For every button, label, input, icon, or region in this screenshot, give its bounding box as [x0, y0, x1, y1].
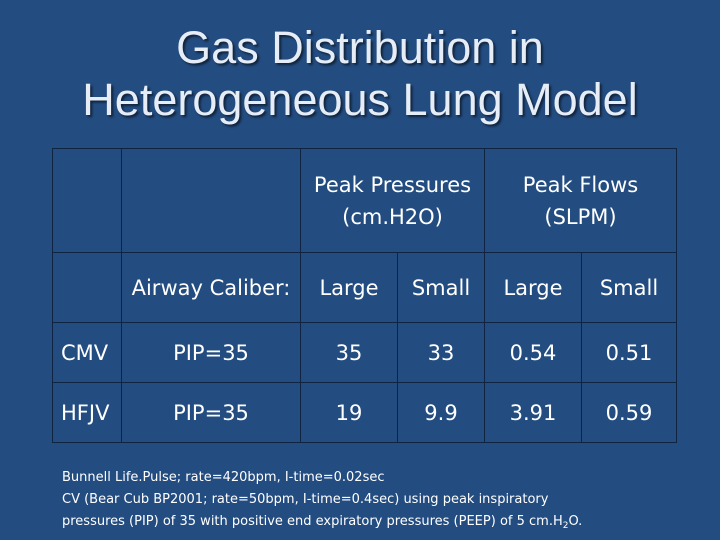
- results-table: Peak Pressures (cm.H2O) Peak Flows (SLPM…: [52, 148, 677, 443]
- empty-corner-cell: [52, 148, 122, 253]
- cmv-flow-large: 0.54: [484, 322, 582, 383]
- title-line-1: Gas Distribution in: [176, 22, 544, 73]
- row-pip-cmv: PIP=35: [121, 322, 301, 383]
- peak-flows-header: Peak Flows (SLPM): [484, 148, 677, 253]
- airway-caliber-label: Airway Caliber:: [121, 252, 301, 323]
- hfjv-flow-small: 0.59: [581, 382, 677, 443]
- slide-title: Gas Distribution in Heterogeneous Lung M…: [0, 22, 720, 126]
- table-row: HFJV PIP=35 19 9.9 3.91 0.59: [52, 382, 677, 443]
- title-line-2: Heterogeneous Lung Model: [82, 74, 638, 125]
- footnote-line-1: Bunnell Life.Pulse; rate=420bpm, I-time=…: [62, 470, 385, 485]
- row-mode-hfjv: HFJV: [52, 382, 122, 443]
- empty-caliber-cell: [52, 252, 122, 323]
- hfjv-flow-large: 3.91: [484, 382, 582, 443]
- footnote-line-3-end: O.: [568, 514, 583, 529]
- hfjv-pressure-large: 19: [300, 382, 398, 443]
- peak-flows-unit: (SLPM): [544, 204, 617, 229]
- subheader-pressure-large: Large: [300, 252, 398, 323]
- table-row: CMV PIP=35 35 33 0.54 0.51: [52, 322, 677, 383]
- row-mode-cmv: CMV: [52, 322, 122, 383]
- subheader-flow-large: Large: [484, 252, 582, 323]
- peak-pressures-label: Peak Pressures: [313, 172, 472, 197]
- cmv-pressure-small: 33: [397, 322, 485, 383]
- peak-pressures-unit: (cm.H2O): [342, 204, 443, 229]
- peak-flows-label: Peak Flows: [522, 172, 639, 197]
- footnote-line-3: pressures (PIP) of 35 with positive end …: [62, 514, 563, 529]
- subheader-pressure-small: Small: [397, 252, 485, 323]
- empty-header-cell: [121, 148, 301, 253]
- peak-pressures-header: Peak Pressures (cm.H2O): [300, 148, 485, 253]
- airway-caliber-row: Airway Caliber: Large Small Large Small: [52, 252, 677, 323]
- row-pip-hfjv: PIP=35: [121, 382, 301, 443]
- table-header-row: Peak Pressures (cm.H2O) Peak Flows (SLPM…: [52, 148, 677, 253]
- hfjv-pressure-small: 9.9: [397, 382, 485, 443]
- cmv-pressure-large: 35: [300, 322, 398, 383]
- footnote-subscript: 2: [562, 521, 569, 531]
- subheader-flow-small: Small: [581, 252, 677, 323]
- footnote: Bunnell Life.Pulse; rate=420bpm, I-time=…: [62, 467, 702, 537]
- footnote-line-2: CV (Bear Cub BP2001; rate=50bpm, I-time=…: [62, 492, 549, 507]
- cmv-flow-small: 0.51: [581, 322, 677, 383]
